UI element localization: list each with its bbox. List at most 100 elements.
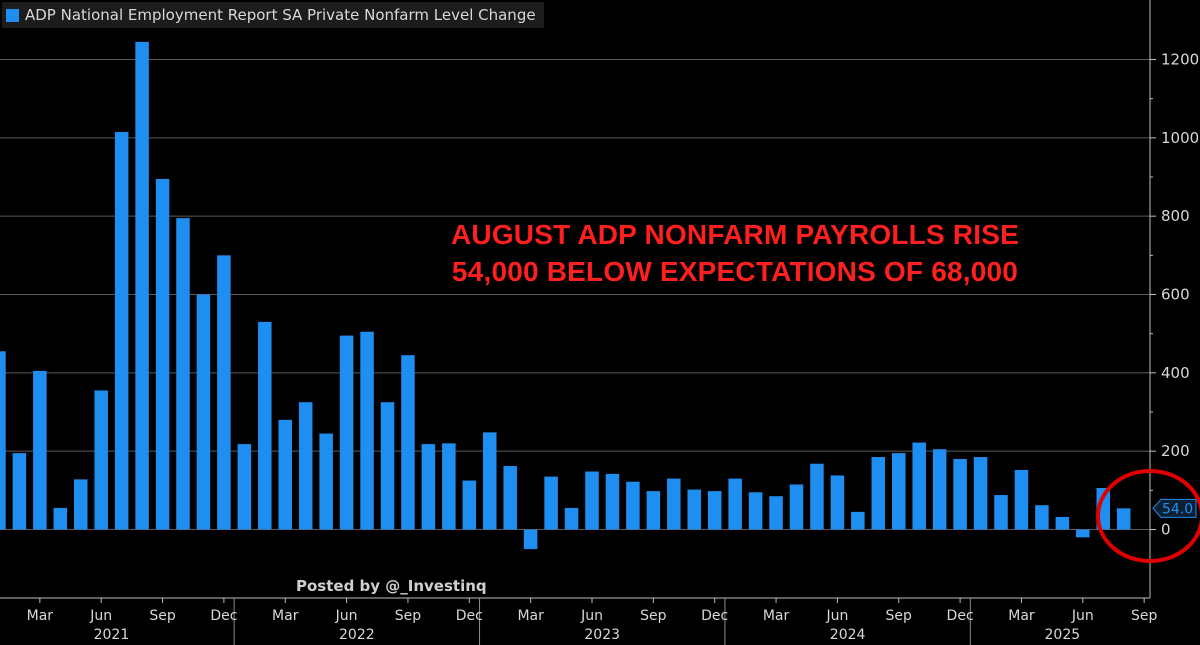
bar [667, 478, 681, 530]
bar [912, 442, 926, 530]
x-tick-label: Jun [580, 608, 603, 624]
x-tick-label: Jun [335, 608, 358, 624]
bar [503, 466, 517, 530]
bar [0, 351, 6, 530]
bar [442, 443, 456, 530]
legend: ADP National Employment Report SA Privat… [2, 2, 544, 28]
bar [155, 178, 170, 530]
legend-label: ADP National Employment Report SA Privat… [25, 6, 536, 24]
bar [544, 476, 558, 530]
x-tick-label: Jun [89, 608, 112, 624]
bar [33, 370, 47, 530]
bar [360, 331, 374, 530]
x-tick-label: Mar [1008, 608, 1035, 624]
bar [135, 41, 149, 530]
x-tick-label: Mar [763, 608, 790, 624]
bar [646, 491, 661, 530]
bar [851, 511, 865, 530]
y-tick-labels: 0 200 400 600 800 1000 1200 [1161, 51, 1199, 539]
x-tick-label: Mar [27, 608, 54, 624]
bar [871, 457, 886, 530]
bar [892, 453, 906, 530]
x-tick-label: Sep [886, 608, 913, 624]
bar [196, 294, 211, 530]
x-tick-label: Jun [825, 608, 848, 624]
bar [605, 473, 620, 530]
x-tick-label: Dec [701, 608, 728, 624]
bar [12, 453, 27, 530]
bar [319, 433, 333, 530]
x-year-label: 2025 [1045, 627, 1081, 643]
highlight-circle-ellipse [1096, 469, 1200, 563]
bar [585, 471, 599, 530]
bar [810, 463, 824, 530]
y-tick-label: 0 [1161, 521, 1171, 539]
bar [953, 459, 967, 530]
bar [932, 449, 947, 530]
y-tick-label: 200 [1161, 442, 1190, 460]
bar [421, 444, 436, 530]
y-tick-label: 1000 [1161, 129, 1199, 147]
bar [523, 529, 538, 550]
bar [74, 479, 88, 530]
x-tick-label: Dec [210, 608, 237, 624]
legend-swatch [6, 8, 19, 22]
bar [1116, 508, 1131, 530]
x-tick-label: Sep [1131, 608, 1158, 624]
bar [53, 507, 68, 530]
bar [707, 491, 722, 530]
x-tick-label: Dec [947, 608, 974, 624]
x-tick-label: Jun [1071, 608, 1094, 624]
bar [1014, 469, 1029, 530]
y-tick-label: 1200 [1161, 51, 1199, 69]
bar [483, 432, 497, 530]
headline-line-2: 54,000 BELOW EXPECTATIONS OF 68,000 [451, 256, 1019, 287]
bar [258, 321, 272, 530]
bars [0, 41, 1131, 550]
bar [564, 507, 579, 530]
bar [94, 390, 108, 530]
x-tick-label: Mar [517, 608, 544, 624]
last-value-label: 54.0 [1162, 501, 1193, 517]
x-tick-label: Sep [640, 608, 667, 624]
last-value-tag [1152, 498, 1197, 518]
bar [217, 255, 231, 530]
x-year-label: 2023 [584, 627, 620, 643]
axes [0, 0, 1156, 645]
last-value-marker: 54.0 [1152, 498, 1197, 518]
bar [973, 457, 988, 530]
bar [830, 475, 845, 530]
bar [748, 492, 763, 530]
bar [769, 496, 783, 530]
x-year-label: 2024 [830, 627, 866, 643]
x-year-label: 2022 [339, 627, 375, 643]
bar [462, 480, 477, 530]
bar [1035, 505, 1049, 530]
x-year-label: 2021 [94, 627, 130, 643]
x-tick-label: Mar [272, 608, 299, 624]
bar [1055, 516, 1070, 530]
bar [626, 481, 640, 530]
bar [237, 444, 252, 530]
headline-annotation: AUGUST ADP NONFARM PAYROLLS RISE 54,000 … [380, 216, 1090, 290]
gridlines [0, 59, 1150, 530]
x-tick-labels: Mar Jun Sep Dec Mar Jun Sep Dec Mar Jun Sep Dec Mar J… [27, 608, 1158, 643]
bar [687, 489, 701, 530]
y-tick-label: 800 [1161, 207, 1190, 225]
x-tick-label: Dec [456, 608, 483, 624]
x-tick-label: Sep [395, 608, 422, 624]
highlight-circle [1096, 469, 1200, 563]
y-tick-label: 400 [1161, 364, 1190, 382]
bar [298, 402, 313, 530]
bar [1076, 529, 1090, 538]
bar [278, 419, 292, 530]
bar [339, 335, 354, 530]
y-tick-label: 600 [1161, 286, 1190, 304]
bar [789, 484, 804, 530]
bar [380, 402, 395, 530]
bar [728, 478, 742, 530]
bar [176, 218, 190, 530]
bar [114, 131, 129, 530]
headline-line-1: AUGUST ADP NONFARM PAYROLLS RISE [450, 219, 1019, 250]
